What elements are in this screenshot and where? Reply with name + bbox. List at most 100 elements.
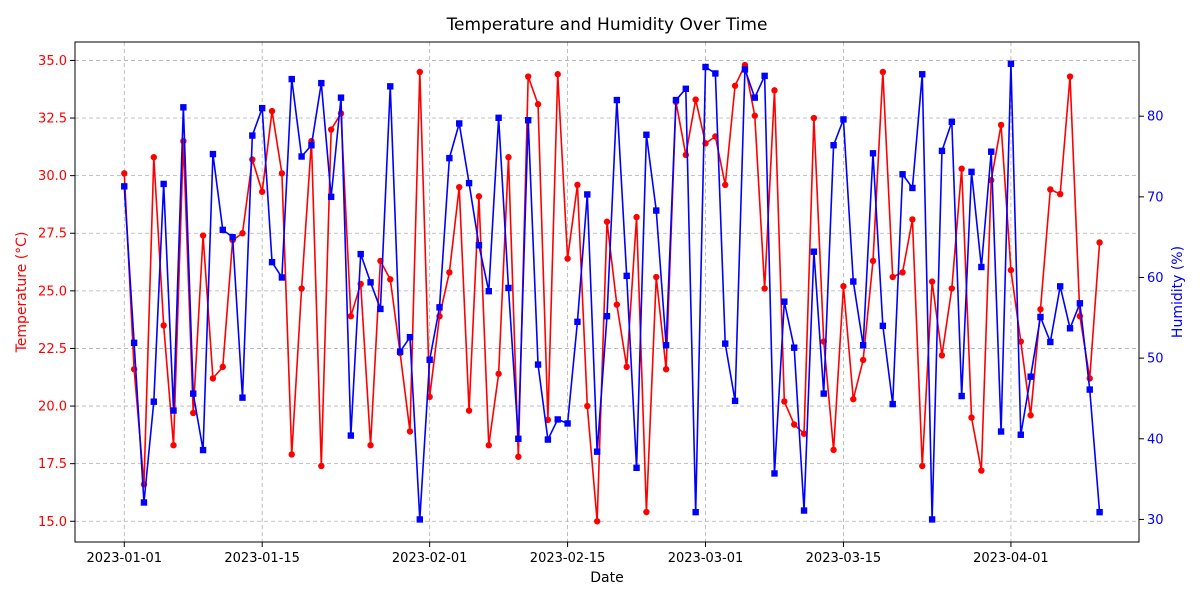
temperature-point <box>633 213 640 221</box>
humidity-point <box>396 348 404 355</box>
humidity-point <box>1017 431 1024 438</box>
temperature-point <box>288 451 295 458</box>
humidity-point <box>456 120 463 127</box>
humidity-point <box>1076 300 1084 307</box>
humidity-point <box>190 390 197 397</box>
humidity-point <box>1066 325 1074 332</box>
left-y-tick-label: 27.5 <box>38 227 67 242</box>
temperature-point <box>1066 73 1074 80</box>
temperature-point <box>190 409 197 417</box>
humidity-point <box>938 147 946 155</box>
humidity-point <box>367 279 374 286</box>
humidity-point <box>672 96 680 104</box>
temperature-point <box>347 312 355 320</box>
humidity-point <box>751 94 758 101</box>
right-y-tick-label: 40 <box>1147 432 1164 447</box>
humidity-point <box>239 394 246 401</box>
left-y-tick-label: 32.5 <box>38 112 67 127</box>
humidity-point <box>377 305 384 313</box>
humidity-point <box>1007 60 1015 67</box>
humidity-line <box>123 62 1101 521</box>
humidity-point <box>1037 313 1044 321</box>
temperature-point <box>653 273 660 281</box>
temperature-point <box>919 462 926 470</box>
temperature-point <box>505 154 512 161</box>
humidity-point <box>978 263 985 271</box>
humidity-point <box>436 304 443 311</box>
humidity-point <box>574 318 581 326</box>
humidity-point <box>603 312 611 320</box>
humidity-point <box>180 104 187 111</box>
humidity-point <box>1086 386 1093 393</box>
humidity-point <box>958 392 965 400</box>
humidity-point <box>258 104 266 112</box>
humidity-point <box>485 287 492 295</box>
humidity-point <box>1096 508 1103 516</box>
temperature-point <box>781 398 788 405</box>
humidity-point <box>249 132 256 139</box>
humidity-point <box>850 278 857 285</box>
temperature-point <box>613 301 621 308</box>
humidity-point <box>318 79 325 87</box>
humidity-point <box>988 148 995 155</box>
left-y-axis-title: Temperature (°C) <box>14 232 30 354</box>
humidity-point <box>534 361 542 368</box>
humidity-point <box>229 233 236 241</box>
temperature-point <box>850 395 857 403</box>
temperature-point <box>268 107 276 115</box>
temperature-point <box>968 414 975 421</box>
temperature-point <box>1047 186 1054 193</box>
humidity-point <box>820 390 827 397</box>
temperature-point <box>465 407 473 414</box>
humidity-point <box>387 83 394 90</box>
humidity-point <box>633 464 640 472</box>
temperature-point <box>446 269 453 276</box>
temperature-point <box>456 183 463 191</box>
humidity-series <box>121 60 1103 523</box>
humidity-point <box>889 400 896 408</box>
temperature-point <box>524 73 532 80</box>
temperature-point <box>475 193 483 200</box>
right-y-tick-label: 70 <box>1147 190 1164 205</box>
right-y-tick-label: 80 <box>1147 110 1164 125</box>
temperature-point <box>1007 266 1015 274</box>
humidity-point <box>130 339 138 347</box>
temperature-point <box>1017 338 1024 345</box>
x-tick-label: 2023-02-01 <box>392 551 468 566</box>
right-y-tick-label: 30 <box>1147 513 1164 528</box>
temperature-point <box>495 370 502 377</box>
temperature-point <box>840 283 847 290</box>
temperature-point <box>170 442 177 449</box>
humidity-point <box>899 171 906 178</box>
humidity-point <box>298 153 305 160</box>
temperature-point <box>387 276 394 283</box>
x-tick-label: 2023-02-15 <box>530 551 606 566</box>
humidity-point <box>919 71 926 78</box>
humidity-point <box>928 516 936 523</box>
humidity-point <box>475 242 483 249</box>
humidity-point <box>515 435 522 442</box>
x-tick-label: 2023-03-01 <box>668 551 744 566</box>
temperature-point <box>958 165 965 172</box>
x-tick-label: 2023-01-01 <box>86 551 162 566</box>
temperature-point <box>859 356 867 364</box>
humidity-point <box>830 142 837 149</box>
humidity-point <box>741 66 749 73</box>
humidity-point <box>800 507 808 514</box>
temperature-point <box>909 216 916 223</box>
humidity-point <box>909 184 916 192</box>
temperature-point <box>731 82 739 89</box>
temperature-point <box>121 170 128 177</box>
temperature-point <box>593 518 601 525</box>
humidity-point <box>288 75 295 83</box>
left-y-tick-label: 20.0 <box>38 400 67 415</box>
humidity-point <box>505 284 512 292</box>
humidity-point <box>692 508 699 516</box>
humidity-point <box>327 193 335 201</box>
humidity-point <box>268 258 276 266</box>
temperature-point <box>997 121 1005 129</box>
humidity-point <box>357 250 364 258</box>
humidity-point <box>623 272 630 280</box>
humidity-point <box>219 226 226 234</box>
